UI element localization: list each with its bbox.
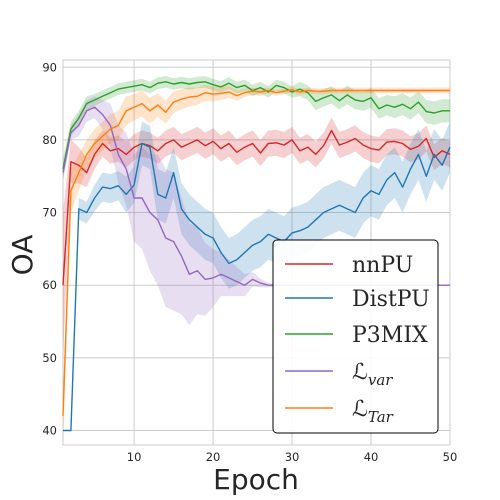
- x-tick-labels: 10 20 30 40 50: [127, 450, 458, 464]
- y-tick-label: 40: [42, 423, 57, 437]
- y-tick-label: 50: [42, 351, 57, 365]
- band-1: [63, 121, 450, 431]
- legend-label-main: nnPU: [352, 253, 413, 278]
- band-3: [63, 96, 450, 326]
- x-tick-label: 50: [443, 450, 458, 464]
- y-tick-labels: 40 50 60 70 80 90: [42, 60, 57, 437]
- legend-label-main: ℒ: [352, 397, 368, 422]
- legend-label-subscript: var: [368, 371, 393, 389]
- y-axis-label: OA: [6, 235, 39, 276]
- legend-box: [272, 239, 439, 434]
- band-0: [63, 117, 450, 358]
- x-tick-label: 40: [364, 450, 379, 464]
- y-tick-label: 60: [42, 278, 57, 292]
- x-tick-label: 20: [206, 450, 221, 464]
- legend-label: ℒvar: [352, 360, 393, 389]
- x-axis-label: Epoch: [213, 463, 299, 496]
- legend-label-main: DistPU: [352, 287, 430, 312]
- x-tick-label: 10: [127, 450, 142, 464]
- x-tick-label: 30: [285, 450, 300, 464]
- legend-label: P3MIX: [352, 323, 428, 348]
- legend-label: DistPU: [352, 287, 430, 312]
- legend-label-main: ℒ: [352, 360, 368, 385]
- legend-label: ℒTar: [352, 397, 394, 426]
- series-line-4: [62, 89, 450, 416]
- y-tick-label: 90: [42, 60, 57, 74]
- y-tick-label: 70: [42, 206, 57, 220]
- series-line-2: [62, 81, 450, 170]
- confidence-bands: [63, 76, 450, 445]
- band-2: [63, 76, 450, 180]
- y-tick-label: 80: [42, 133, 57, 147]
- series-line-0: [62, 129, 451, 286]
- legend-label-subscript: Tar: [368, 408, 394, 426]
- legend-label-main: P3MIX: [352, 323, 428, 348]
- series-line-1: [63, 142, 451, 432]
- legend-label: nnPU: [352, 253, 413, 278]
